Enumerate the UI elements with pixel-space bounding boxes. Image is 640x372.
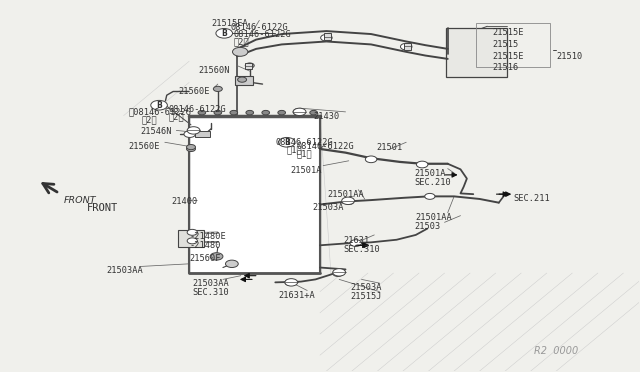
Text: B: B (156, 101, 162, 110)
Text: 21400: 21400 (172, 197, 198, 206)
Text: B: B (221, 29, 227, 38)
Circle shape (244, 81, 252, 85)
Text: -21480E: -21480E (189, 232, 227, 241)
Text: R2  0000: R2 0000 (534, 346, 578, 356)
Circle shape (333, 270, 343, 276)
Text: 21516: 21516 (492, 63, 518, 72)
Text: （2）: （2） (169, 113, 184, 122)
Circle shape (285, 279, 298, 286)
Text: 21501AA: 21501AA (328, 190, 364, 199)
Text: 21503AA: 21503AA (192, 279, 229, 288)
Circle shape (401, 43, 412, 50)
Circle shape (213, 86, 222, 92)
Text: 21501: 21501 (376, 143, 403, 153)
Circle shape (262, 110, 269, 115)
Circle shape (333, 269, 346, 276)
Circle shape (278, 137, 295, 147)
Text: 21501AA: 21501AA (416, 213, 452, 222)
Circle shape (246, 110, 253, 115)
Text: （1）: （1） (286, 145, 302, 154)
Circle shape (310, 110, 317, 115)
Circle shape (365, 156, 377, 163)
Text: 21510: 21510 (556, 52, 582, 61)
Circle shape (187, 230, 197, 235)
Text: 08146-6122G: 08146-6122G (296, 142, 354, 151)
Circle shape (237, 77, 246, 82)
Circle shape (285, 279, 295, 285)
Text: 21631+A: 21631+A (278, 291, 316, 299)
Text: 21560F: 21560F (189, 254, 221, 263)
Circle shape (278, 110, 285, 115)
Text: 21515J: 21515J (350, 292, 381, 301)
Bar (404, 42, 412, 50)
Circle shape (151, 100, 168, 110)
Circle shape (225, 260, 238, 267)
Bar (189, 116, 320, 273)
Text: 21631: 21631 (344, 236, 370, 245)
Circle shape (245, 63, 254, 68)
Circle shape (425, 193, 435, 199)
Bar (324, 33, 332, 40)
Text: 08146-6122G: 08146-6122G (275, 138, 333, 147)
Text: 21503A: 21503A (312, 203, 344, 212)
Circle shape (187, 127, 200, 134)
Text: 21501A: 21501A (290, 166, 321, 174)
Circle shape (232, 47, 248, 56)
Text: （1）: （1） (296, 150, 312, 159)
Circle shape (186, 144, 195, 150)
Circle shape (293, 108, 306, 116)
Text: 21515E: 21515E (492, 52, 524, 61)
Circle shape (198, 110, 205, 115)
Circle shape (216, 29, 232, 38)
Text: 21503A: 21503A (350, 283, 381, 292)
Text: 21560E: 21560E (178, 87, 210, 96)
Bar (447, 29, 507, 77)
Text: 21501A: 21501A (415, 169, 446, 177)
Circle shape (187, 238, 197, 244)
Text: 21430: 21430 (314, 112, 340, 121)
Text: 21503AA: 21503AA (106, 266, 143, 275)
Circle shape (350, 240, 362, 246)
Circle shape (214, 110, 221, 115)
Text: 21515E: 21515E (492, 29, 524, 38)
Text: SEC.210: SEC.210 (415, 178, 451, 187)
Circle shape (186, 146, 195, 151)
Circle shape (293, 109, 305, 115)
Text: SEC.310: SEC.310 (344, 245, 380, 254)
Text: 21515: 21515 (492, 40, 518, 49)
Circle shape (321, 35, 332, 41)
Bar (235, 76, 253, 85)
Circle shape (184, 131, 195, 137)
Text: B: B (284, 138, 290, 147)
Text: 21546N: 21546N (140, 128, 172, 137)
Circle shape (344, 199, 354, 205)
Bar (476, 23, 550, 67)
Circle shape (294, 110, 301, 115)
Text: 21560N: 21560N (198, 65, 230, 74)
Text: 08146-6122G: 08146-6122G (169, 105, 227, 114)
Bar (195, 131, 209, 137)
Text: 21503: 21503 (415, 222, 441, 231)
Text: SEC.211: SEC.211 (513, 194, 550, 203)
Bar (178, 231, 204, 247)
Circle shape (210, 253, 223, 260)
Circle shape (230, 110, 237, 115)
Text: FRONT: FRONT (63, 196, 96, 205)
Text: 08146-6122G: 08146-6122G (230, 23, 289, 32)
Text: を08146-6122G: を08146-6122G (129, 108, 191, 116)
Text: （2）: （2） (141, 115, 157, 124)
Text: -21480: -21480 (189, 241, 221, 250)
Text: SEC.310: SEC.310 (192, 288, 229, 297)
Text: 21515EA: 21515EA (211, 19, 248, 28)
Text: FRONT: FRONT (87, 203, 118, 214)
Bar (244, 63, 252, 69)
Circle shape (342, 197, 355, 205)
Text: 21560E: 21560E (129, 142, 160, 151)
Circle shape (417, 161, 428, 168)
Text: 08146-6122G: 08146-6122G (234, 31, 292, 39)
Text: 〈2）: 〈2） (234, 38, 250, 47)
